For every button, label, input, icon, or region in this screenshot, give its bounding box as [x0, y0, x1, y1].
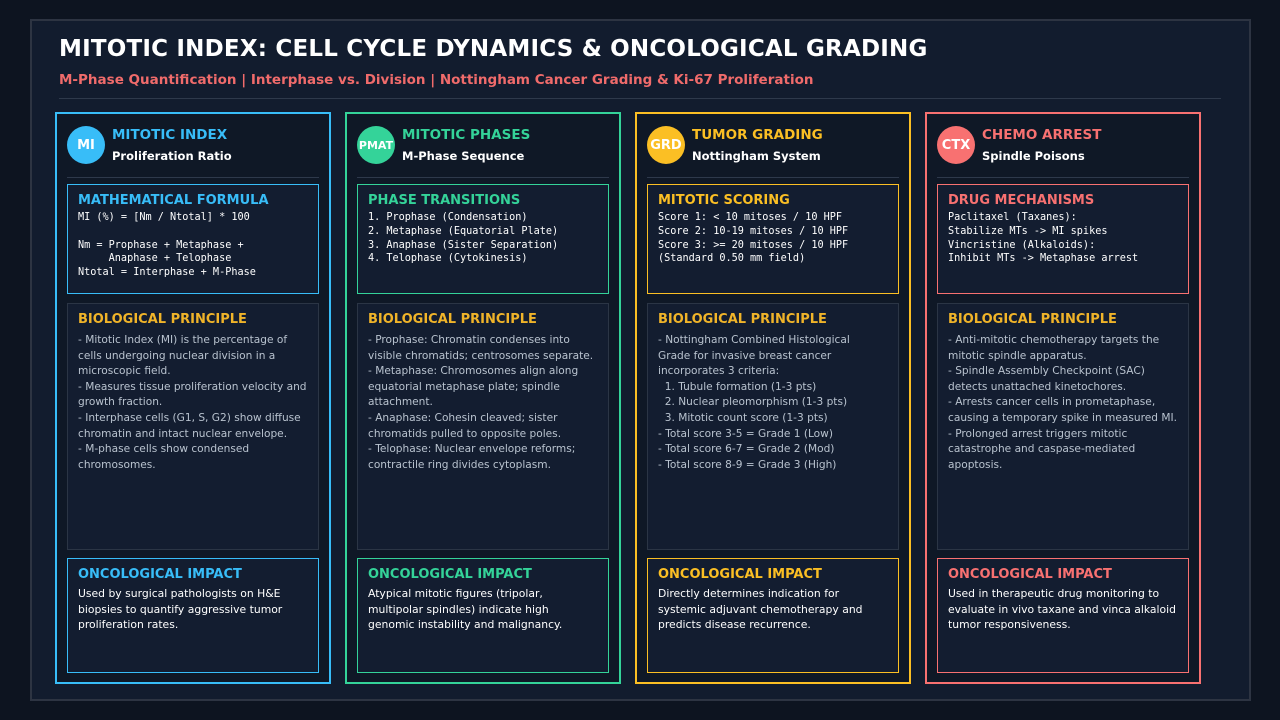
- badge-icon: PMAT: [357, 126, 395, 164]
- column-divider: [647, 177, 899, 178]
- phase-transitions-box: PHASE TRANSITIONS 1. Prophase (Condensat…: [357, 184, 609, 294]
- impact-text: Used in therapeutic drug monitoring to e…: [948, 587, 1176, 632]
- page-title: MITOTIC INDEX: CELL CYCLE DYNAMICS & ONC…: [59, 36, 928, 62]
- impact-heading: ONCOLOGICAL IMPACT: [948, 567, 1112, 582]
- formula-box: MATHEMATICAL FORMULA MI (%) = [Nm / Ntot…: [67, 184, 319, 294]
- impact-box: ONCOLOGICAL IMPACT Used in therapeutic d…: [937, 558, 1189, 673]
- impact-heading: ONCOLOGICAL IMPACT: [658, 567, 822, 582]
- column-subtitle: Proliferation Ratio: [112, 149, 232, 163]
- principle-box: BIOLOGICAL PRINCIPLE - Mitotic Index (MI…: [67, 303, 319, 550]
- drug-mechanisms-heading: DRUG MECHANISMS: [948, 193, 1095, 208]
- column-title: TUMOR GRADING: [692, 127, 823, 143]
- principle-heading: BIOLOGICAL PRINCIPLE: [658, 312, 827, 327]
- principle-text: - Mitotic Index (MI) is the percentage o…: [78, 334, 307, 471]
- principle-box: BIOLOGICAL PRINCIPLE - Nottingham Combin…: [647, 303, 899, 550]
- column-title: CHEMO ARREST: [982, 127, 1102, 143]
- badge-icon: CTX: [937, 126, 975, 164]
- impact-text: Atypical mitotic figures (tripolar, mult…: [368, 587, 563, 632]
- formula-heading: MATHEMATICAL FORMULA: [78, 193, 269, 208]
- mitotic-scoring-box: MITOTIC SCORING Score 1: < 10 mitoses / …: [647, 184, 899, 294]
- page-subtitle: M-Phase Quantification | Interphase vs. …: [59, 72, 814, 88]
- column-mitotic-index: MI MITOTIC INDEX Proliferation Ratio MAT…: [55, 112, 331, 684]
- impact-text: Used by surgical pathologists on H&E bio…: [78, 587, 283, 632]
- badge-icon: MI: [67, 126, 105, 164]
- mitotic-scoring-heading: MITOTIC SCORING: [658, 193, 790, 208]
- principle-heading: BIOLOGICAL PRINCIPLE: [78, 312, 247, 327]
- column-subtitle: M-Phase Sequence: [402, 149, 525, 163]
- column-tumor-grading: GRD TUMOR GRADING Nottingham System MITO…: [635, 112, 911, 684]
- column-title: MITOTIC INDEX: [112, 127, 228, 143]
- column-subtitle: Nottingham System: [692, 149, 821, 163]
- principle-box: BIOLOGICAL PRINCIPLE - Prophase: Chromat…: [357, 303, 609, 550]
- impact-box: ONCOLOGICAL IMPACT Directly determines i…: [647, 558, 899, 673]
- impact-heading: ONCOLOGICAL IMPACT: [368, 567, 532, 582]
- column-divider: [937, 177, 1189, 178]
- column-subtitle: Spindle Poisons: [982, 149, 1085, 163]
- column-chemo-arrest: CTX CHEMO ARREST Spindle Poisons DRUG ME…: [925, 112, 1201, 684]
- formula-text: MI (%) = [Nm / Ntotal] * 100 Nm = Propha…: [78, 212, 256, 279]
- principle-text: - Prophase: Chromatin condenses into vis…: [368, 334, 594, 471]
- column-title: MITOTIC PHASES: [402, 127, 531, 143]
- impact-text: Directly determines indication for syste…: [658, 587, 863, 632]
- header-divider: [59, 98, 1221, 99]
- phase-transitions-text: 1. Prophase (Condensation) 2. Metaphase …: [368, 212, 559, 265]
- impact-heading: ONCOLOGICAL IMPACT: [78, 567, 242, 582]
- drug-mechanisms-box: DRUG MECHANISMS Paclitaxel (Taxanes): St…: [937, 184, 1189, 294]
- phase-transitions-heading: PHASE TRANSITIONS: [368, 193, 521, 208]
- badge-icon: GRD: [647, 126, 685, 164]
- column-divider: [67, 177, 319, 178]
- principle-text: - Nottingham Combined Histological Grade…: [658, 334, 850, 471]
- impact-box: ONCOLOGICAL IMPACT Atypical mitotic figu…: [357, 558, 609, 673]
- column-mitotic-phases: PMAT MITOTIC PHASES M-Phase Sequence PHA…: [345, 112, 621, 684]
- principle-box: BIOLOGICAL PRINCIPLE - Anti-mitotic chem…: [937, 303, 1189, 550]
- mitotic-scoring-text: Score 1: < 10 mitoses / 10 HPF Score 2: …: [658, 212, 849, 265]
- drug-mechanisms-text: Paclitaxel (Taxanes): Stabilize MTs -> M…: [948, 212, 1139, 265]
- column-divider: [357, 177, 609, 178]
- principle-text: - Anti-mitotic chemotherapy targets the …: [948, 334, 1177, 471]
- principle-heading: BIOLOGICAL PRINCIPLE: [948, 312, 1117, 327]
- principle-heading: BIOLOGICAL PRINCIPLE: [368, 312, 537, 327]
- impact-box: ONCOLOGICAL IMPACT Used by surgical path…: [67, 558, 319, 673]
